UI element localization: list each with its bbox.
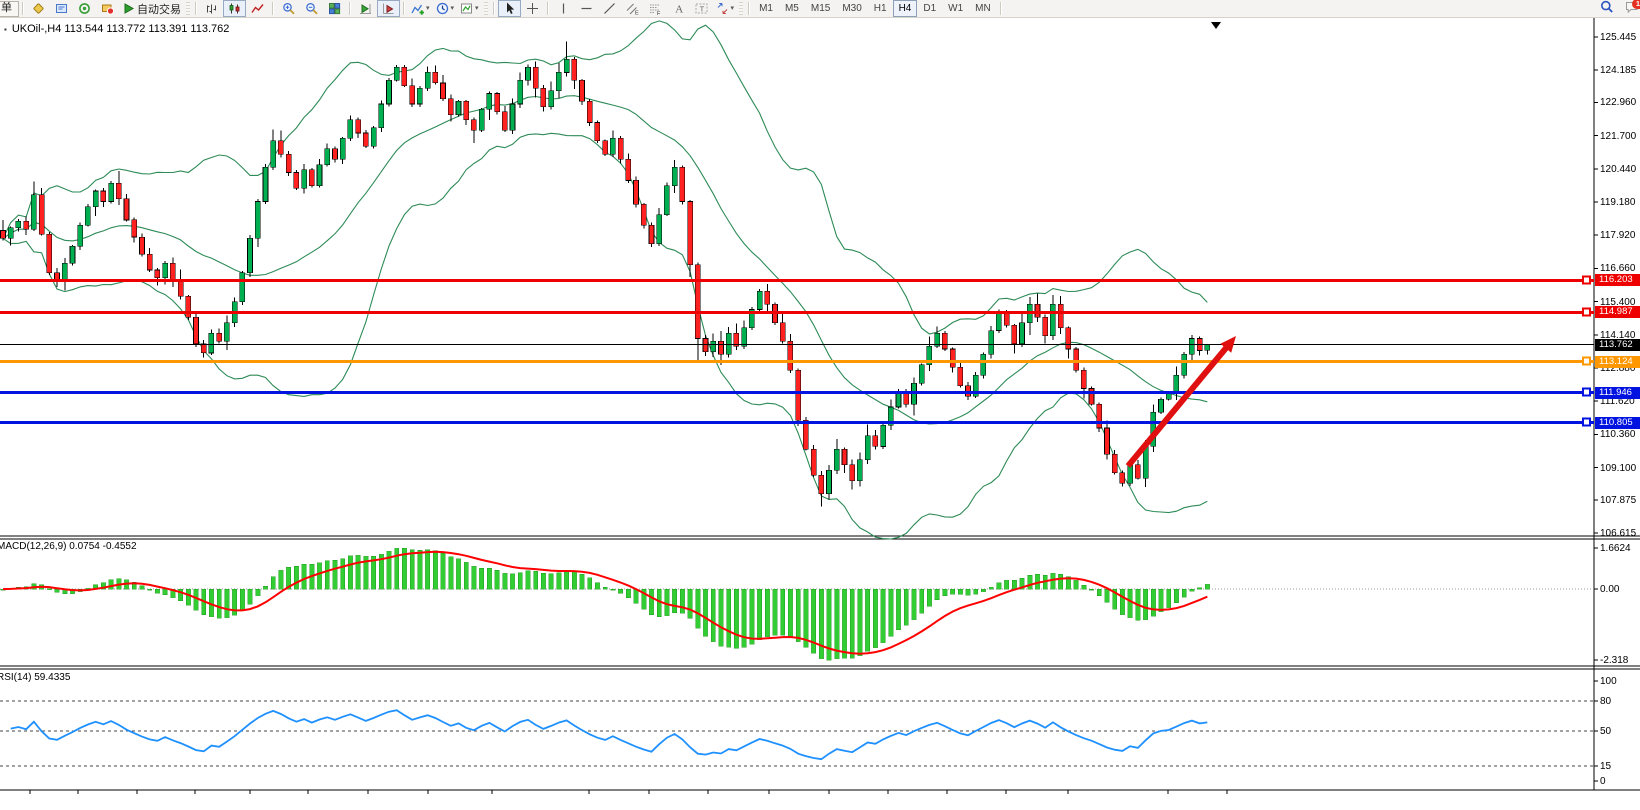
chart-shift-button[interactable] (377, 0, 400, 17)
periods-button[interactable]: ▾ (433, 0, 458, 17)
crosshair-button[interactable] (521, 0, 544, 17)
editor-icon (55, 2, 68, 15)
text-button[interactable]: A (667, 0, 690, 17)
market-icon (101, 2, 114, 15)
tag-icon (32, 2, 45, 15)
toolbar-separator (403, 2, 405, 15)
toolbar: 单 自动交易 ▾ ▾ ▾ E F A T ▾ M1 M5 M15 M30 H1 H4 D1 W1 MN 1 (0, 0, 1640, 18)
template-icon (460, 2, 473, 15)
timeframe-button-h1[interactable]: H1 (873, 3, 887, 14)
candle-chart-button[interactable] (223, 0, 246, 17)
chevron-down-icon: ▾ (426, 5, 430, 12)
candle-chart-icon (228, 2, 241, 15)
play-icon (122, 2, 135, 15)
fibo-icon: F (649, 2, 662, 15)
chat-button[interactable]: 1 (1623, 0, 1640, 16)
templates-button[interactable]: ▾ (457, 0, 482, 17)
timeframe-button-w1[interactable]: W1 (948, 3, 964, 14)
svg-text:E: E (635, 11, 639, 16)
tiles-icon (328, 2, 341, 15)
vertical-line-button[interactable] (552, 0, 575, 17)
vline-icon (557, 2, 570, 15)
clock-icon (436, 2, 449, 15)
toolbar-separator (492, 2, 495, 15)
toolbar-separator (22, 2, 24, 15)
zoom-in-icon (282, 2, 295, 15)
timeframe-button-m15[interactable]: M15 (810, 3, 831, 14)
auto-trading-button-label: 自动交易 (137, 3, 181, 16)
tile-windows-button[interactable] (323, 0, 346, 17)
time-axis[interactable] (0, 790, 1594, 810)
timeframe-button-m5[interactable]: M5 (784, 3, 799, 14)
timeframe-button-m1[interactable]: M1 (759, 3, 773, 14)
toolbar-separator (349, 2, 351, 15)
price-axis[interactable] (1594, 17, 1640, 790)
search-button[interactable] (1598, 0, 1614, 18)
signals-button[interactable] (73, 0, 96, 17)
channel-icon: E (626, 2, 639, 15)
toolbar-grip (483, 2, 488, 15)
bar-chart-icon (205, 2, 218, 15)
label-t-icon: T (695, 2, 708, 15)
auto-trading-button[interactable]: 自动交易 (119, 0, 184, 17)
timeframe-button-h4[interactable]: H4 (892, 0, 918, 17)
line-chart-button[interactable] (246, 0, 269, 17)
trendline-icon (603, 2, 616, 15)
cursor-icon (503, 2, 516, 15)
label-button[interactable]: T (690, 0, 713, 17)
market-button[interactable] (96, 0, 119, 17)
line-chart-icon (251, 2, 264, 15)
chevron-down-icon: ▾ (730, 5, 735, 12)
signal-icon (78, 2, 91, 15)
chevron-down-icon: ▾ (475, 5, 479, 12)
trendline-button[interactable] (598, 0, 621, 17)
pane-splitter-macd[interactable] (0, 533, 1640, 540)
toolbar-grip (739, 2, 744, 15)
zoom-out-icon (305, 2, 318, 15)
text-a-icon: A (672, 2, 685, 16)
toolbar-separator (546, 2, 549, 15)
hline-icon (580, 2, 593, 15)
indicators-button[interactable]: ▾ (408, 0, 433, 17)
zoom-out-button[interactable] (300, 0, 323, 17)
channel-button[interactable]: E (621, 0, 644, 17)
shift-icon (382, 2, 395, 15)
toolbar-groups: 自动交易 ▾ ▾ ▾ E F A T ▾ M1 M5 M15 M30 H1 H4 D1 W1 MN (19, 0, 1005, 17)
zoom-in-button[interactable] (277, 0, 300, 17)
toolbar-separator (999, 2, 1002, 15)
toolbar-separator (748, 2, 751, 15)
svg-text:T: T (699, 5, 704, 14)
indicators-icon (411, 2, 424, 15)
toolbar-separator (195, 2, 197, 15)
arrows-button[interactable]: ▾ (713, 0, 738, 17)
timeframe-button-d1[interactable]: D1 (923, 3, 937, 14)
timeframe-button-m30[interactable]: M30 (842, 3, 862, 14)
arrows-icon (716, 2, 729, 15)
partial-order-button[interactable]: 单 (0, 0, 19, 17)
crosshair-icon (526, 2, 539, 15)
toolbar-grip (186, 2, 190, 15)
svg-text:F: F (657, 11, 661, 15)
auto-scroll-button[interactable] (354, 0, 377, 17)
horizontal-line-button[interactable] (575, 0, 598, 17)
fibonacci-button[interactable]: F (644, 0, 667, 17)
chevron-down-icon: ▾ (450, 5, 455, 12)
toolbar-separator (272, 2, 274, 15)
cursor-button[interactable] (497, 0, 521, 17)
toolbar-right-icons: 1 (1598, 0, 1640, 18)
notification-badge: 1 (1632, 0, 1640, 9)
search-icon (1600, 0, 1613, 18)
new-order-button[interactable] (27, 0, 50, 17)
timeframe-button-mn[interactable]: MN (975, 3, 991, 14)
pane-splitter-rsi[interactable] (0, 663, 1640, 670)
svg-text:A: A (675, 4, 683, 16)
autoscroll-icon (359, 2, 372, 15)
bar-chart-button[interactable] (200, 0, 223, 17)
metaeditor-button[interactable] (50, 0, 73, 17)
